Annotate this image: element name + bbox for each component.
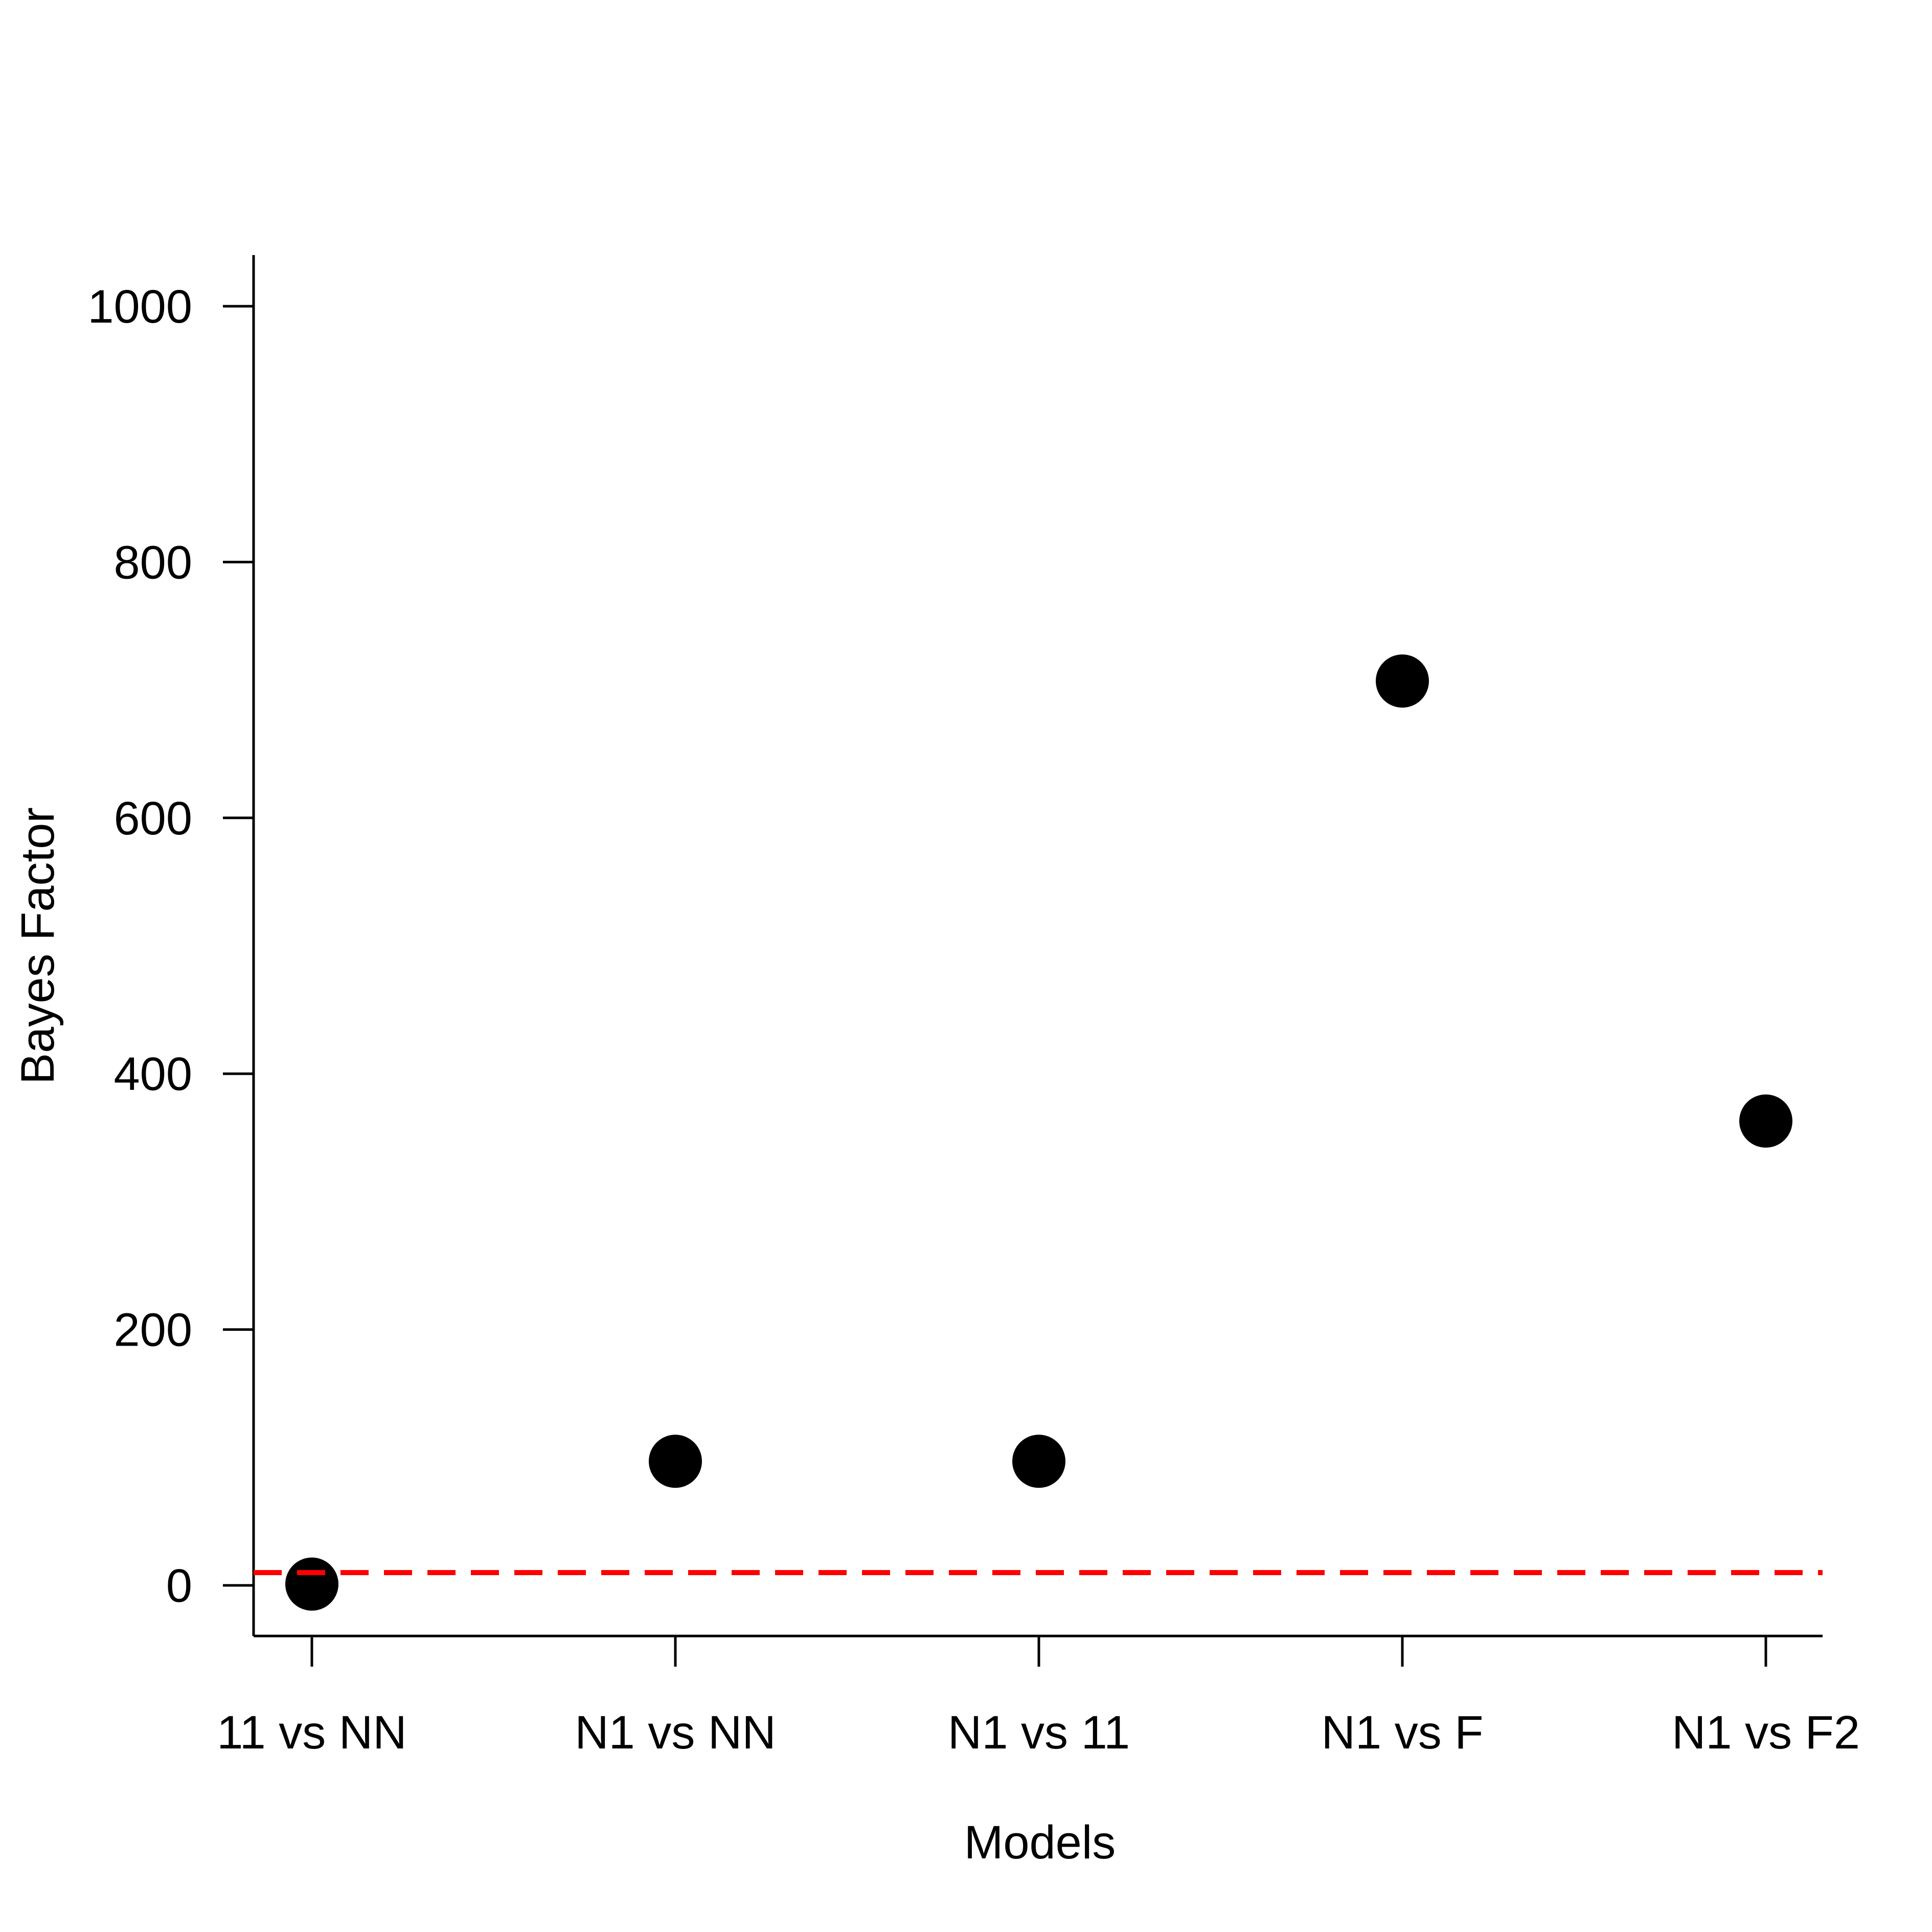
x-tick-label: N1 vs 11 [948,1707,1130,1759]
data-point [1739,1094,1792,1148]
data-points [285,654,1792,1611]
x-tick-label: N1 vs NN [575,1707,776,1759]
x-tick-label: N1 vs F [1322,1707,1484,1759]
data-point [1012,1435,1065,1488]
x-tick-label: N1 vs F2 [1672,1707,1860,1759]
y-axis-title: Bayes Factor [12,807,64,1084]
y-tick-label: 0 [166,1560,192,1612]
x-axis-title: Models [964,1816,1116,1869]
x-axis: 11 vs NN N1 vs NN N1 vs 11 N1 vs F N1 vs F2 [217,1634,1860,1759]
x-tick-label: 11 vs NN [217,1707,407,1759]
y-tick-label: 800 [114,536,193,588]
y-tick-label: 200 [114,1304,193,1356]
data-point [285,1557,338,1611]
y-tick-label: 400 [114,1048,193,1100]
data-point [649,1435,702,1488]
y-tick-label: 1000 [87,281,192,333]
y-axis: 0 200 400 600 800 1000 [87,255,255,1636]
y-tick-label: 600 [114,792,193,845]
data-point [1376,654,1429,708]
